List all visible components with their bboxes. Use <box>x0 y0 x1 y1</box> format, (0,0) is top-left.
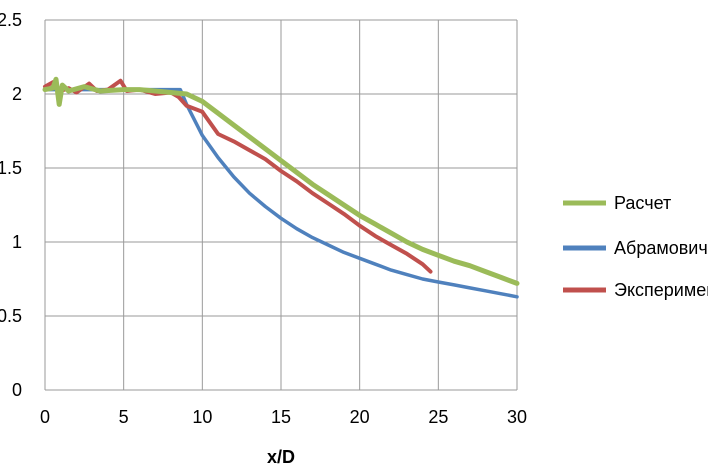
x-tick-label: 25 <box>428 407 448 427</box>
x-axis-title: x/D <box>267 447 295 467</box>
series-lines <box>42 76 520 299</box>
series-line-1 <box>43 87 519 299</box>
legend-label-2: Эксперимент <box>614 280 708 300</box>
y-tick-label: 2.5 <box>0 10 22 30</box>
x-tick-label: 10 <box>192 407 212 427</box>
y-tick-label: 0.5 <box>0 306 22 326</box>
grid <box>44 19 518 391</box>
x-tick-label: 5 <box>119 407 129 427</box>
x-tick-label: 30 <box>507 407 527 427</box>
legend: Расчет Абрамович Эксперимент <box>563 193 708 300</box>
series-line-2 <box>43 78 433 274</box>
series-line-0 <box>42 76 520 286</box>
y-tick-label: 1 <box>12 232 22 252</box>
x-tick-label: 20 <box>350 407 370 427</box>
legend-label-1: Абрамович <box>614 238 708 258</box>
x-tick-label: 0 <box>40 407 50 427</box>
y-tick-label: 1.5 <box>0 158 22 178</box>
legend-label-0: Расчет <box>614 193 671 213</box>
tick-labels: 0 5 10 15 20 25 30 0 0.5 1 1.5 2 2.5 <box>0 10 527 427</box>
x-tick-label: 15 <box>271 407 291 427</box>
y-tick-label: 2 <box>12 84 22 104</box>
y-tick-label: 0 <box>12 380 22 400</box>
